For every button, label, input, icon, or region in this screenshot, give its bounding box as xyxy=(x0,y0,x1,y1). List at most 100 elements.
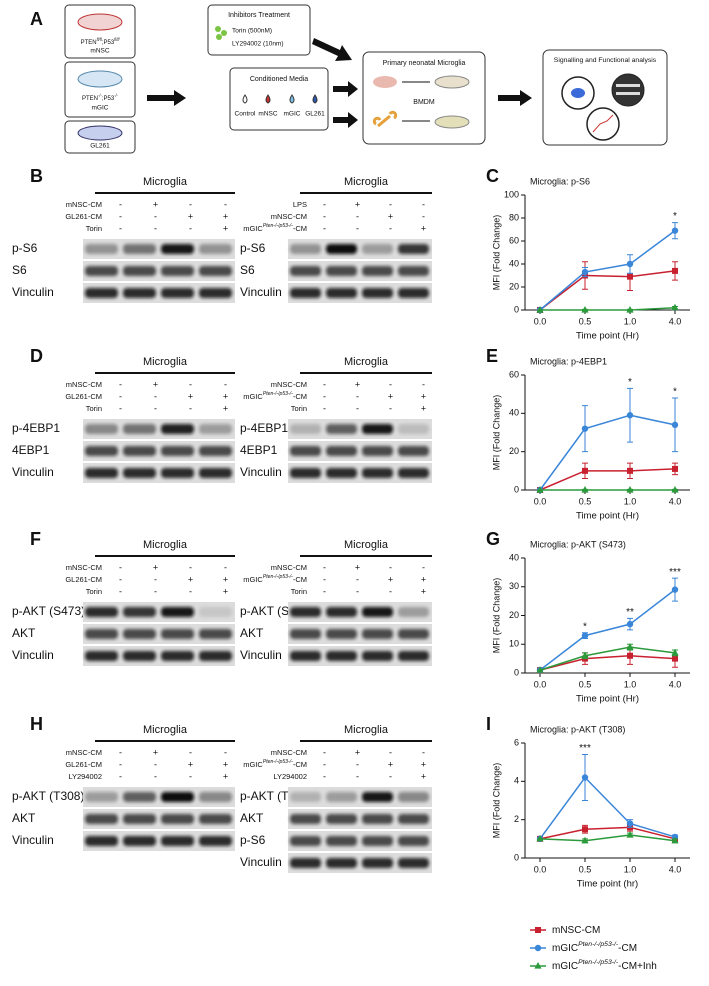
condition-sign: + xyxy=(421,223,426,233)
band xyxy=(362,424,393,434)
drop xyxy=(242,94,248,104)
marker xyxy=(672,267,678,274)
band xyxy=(398,446,429,456)
band xyxy=(326,858,357,868)
condition-sign: + xyxy=(223,771,228,781)
condition-sign: - xyxy=(154,391,157,401)
band xyxy=(123,792,156,802)
condition-sign: + xyxy=(223,223,228,233)
condition-sign: - xyxy=(119,391,122,401)
band xyxy=(123,629,156,639)
band xyxy=(362,607,393,617)
blot-strip xyxy=(83,283,235,303)
blot-strip xyxy=(288,283,432,303)
y-axis-label: MFI (Fold Change) xyxy=(491,395,501,471)
x-tick-label: 1.0 xyxy=(624,679,637,689)
condition-label-part: -CM xyxy=(293,392,307,401)
y-tick-label: 100 xyxy=(504,189,519,199)
blot-strip xyxy=(83,624,235,644)
blot-title: Microglia xyxy=(143,176,188,188)
genotype: PTEN-/-;P53-/- xyxy=(82,93,119,102)
condition-sign: - xyxy=(422,379,425,389)
marker xyxy=(627,467,633,474)
legend-label: mGICPten-/-/p53-/--CM+Inh xyxy=(552,959,657,971)
band-label: Vinculin xyxy=(240,648,282,662)
condition-label-part: Torin xyxy=(86,587,102,596)
condition-sign: + xyxy=(153,747,158,757)
x-tick-label: 4.0 xyxy=(669,316,682,326)
genotype-part: ;P53 xyxy=(102,96,115,102)
condition-label-part: GL261-CM xyxy=(65,575,102,584)
condition-sign: - xyxy=(356,211,359,221)
marker xyxy=(672,655,678,662)
y-tick-label: 0 xyxy=(514,304,519,314)
x-tick-label: 0.5 xyxy=(579,679,592,689)
marker xyxy=(536,486,544,493)
band xyxy=(85,836,118,846)
condition-sign: - xyxy=(323,747,326,757)
band xyxy=(199,468,232,478)
x-tick-label: 0.0 xyxy=(534,864,547,874)
marker xyxy=(671,227,679,234)
blot-strip xyxy=(288,602,432,622)
blot-strip xyxy=(288,624,432,644)
condition-sign: + xyxy=(388,211,393,221)
band xyxy=(123,424,156,434)
marker xyxy=(581,268,589,276)
marker xyxy=(672,465,678,472)
condition-label-part: Pten-/-/p53-/- xyxy=(263,759,293,765)
panel-letter: I xyxy=(486,714,491,734)
icon xyxy=(571,88,585,98)
band-label: p-S6 xyxy=(240,241,266,255)
band xyxy=(326,266,357,276)
box-title: Primary neonatal Microglia xyxy=(383,60,466,67)
blot-title: Microglia xyxy=(344,356,389,368)
condition-label-part: mNSC-CM xyxy=(271,563,307,572)
band xyxy=(199,244,232,254)
condition-sign: - xyxy=(119,379,122,389)
panel-letter: E xyxy=(486,346,498,366)
band xyxy=(199,288,232,298)
condition-label-part: LY294002 xyxy=(68,772,102,781)
panel-letter: D xyxy=(30,346,43,366)
condition-label: mGICPten-/-/p53-/--CM xyxy=(243,391,307,401)
box-title: Conditioned Media xyxy=(250,76,308,83)
analysis-box xyxy=(542,49,668,146)
condition-sign: - xyxy=(323,391,326,401)
y-tick-label: 0 xyxy=(514,667,519,677)
band xyxy=(161,266,194,276)
condition-label-part: LPS xyxy=(293,200,307,209)
dish xyxy=(77,70,123,88)
band xyxy=(161,446,194,456)
box-title: Inhibitors Treatment xyxy=(228,12,290,19)
genotype-part: PTEN xyxy=(81,40,97,46)
y-tick-label: 0 xyxy=(514,484,519,494)
annotation: *** xyxy=(579,743,591,754)
condition-sign: - xyxy=(356,574,359,584)
blot-strip xyxy=(83,646,235,666)
x-tick-label: 0.0 xyxy=(534,679,547,689)
band xyxy=(398,629,429,639)
x-axis-label: Time point (Hr) xyxy=(576,511,639,522)
y-tick-label: 6 xyxy=(514,737,519,747)
legend-marker xyxy=(534,944,542,952)
condition-label-part: GL261-CM xyxy=(65,760,102,769)
condition-label-part: -CM xyxy=(293,575,307,584)
band xyxy=(85,607,118,617)
band xyxy=(362,814,393,824)
condition-sign: - xyxy=(323,223,326,233)
band-label: Vinculin xyxy=(240,465,282,479)
blot-title: Microglia xyxy=(344,539,389,551)
blot-strip xyxy=(83,441,235,461)
marker xyxy=(671,486,679,493)
bone xyxy=(372,110,398,128)
condition-label-part: mNSC-CM xyxy=(271,212,307,221)
icon xyxy=(586,107,620,141)
marker xyxy=(671,421,679,429)
marker xyxy=(626,820,634,827)
condition-sign: - xyxy=(119,211,122,221)
condition-sign: + xyxy=(223,211,228,221)
drop xyxy=(312,94,318,104)
condition-label-part: LY294002 xyxy=(273,772,307,781)
inhibitor: Torin (500nM) xyxy=(232,28,272,35)
